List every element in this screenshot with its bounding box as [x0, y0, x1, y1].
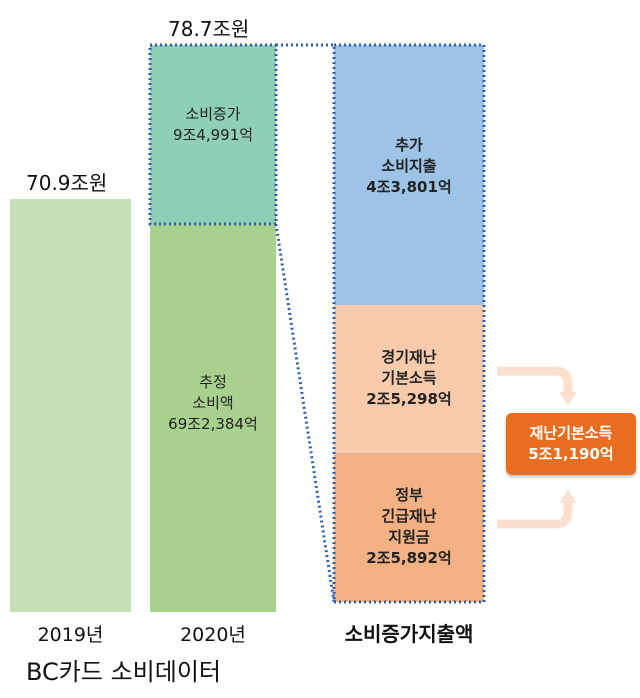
increase-dotted-outline — [148, 43, 278, 226]
breakdown-segment-gyeonggi: 경기재난 기본소득 2조5,298억 — [334, 305, 484, 453]
xlabel-2020: 2020년 — [180, 624, 246, 646]
total-label-2020: 78.7조원 — [168, 17, 250, 41]
callout-box: 재난기본소득 5조1,190억 — [506, 413, 636, 475]
bar-2020-increase — [150, 45, 276, 224]
connector-line-bottom — [274, 223, 336, 603]
segment-label-increase: 소비증가 9조4,991억 — [172, 105, 254, 144]
breakdown-segment-additional: 추가 소비지출 4조3,801억 — [334, 45, 484, 305]
source-label: BC카드 소비데이터 — [26, 658, 221, 686]
bar-2020-estimated — [150, 224, 276, 612]
breakdown-title: 소비증가지출액 — [344, 622, 474, 646]
arrow-upper — [497, 366, 573, 395]
breakdown-dotted-outline — [332, 43, 486, 604]
segment-label-estimated: 추정 소비액 69조2,384억 — [168, 373, 258, 433]
arrow-lower — [497, 500, 573, 529]
total-label-2019: 70.9조원 — [26, 171, 108, 195]
arrow-upper-head — [559, 392, 577, 405]
breakdown-label-gyeonggi: 경기재난 기본소득 2조5,298억 — [366, 348, 452, 408]
callout-label: 재난기본소득 5조1,190억 — [528, 424, 614, 463]
breakdown-segment-government: 정부 긴급재난 지원금 2조5,892억 — [334, 453, 484, 602]
arrow-lower-head — [559, 490, 577, 503]
bar-2019 — [10, 199, 131, 612]
breakdown-label-additional: 추가 소비지출 4조3,801억 — [366, 136, 452, 196]
xlabel-2019: 2019년 — [37, 624, 104, 646]
breakdown-label-government: 정부 긴급재난 지원금 2조5,892억 — [366, 486, 452, 567]
